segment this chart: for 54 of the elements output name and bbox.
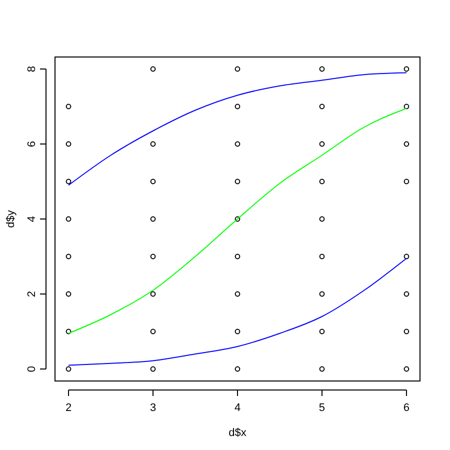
point [66,178,72,184]
point [234,291,240,297]
point [404,254,410,260]
point [234,366,240,372]
x-tick-label: 5 [318,402,326,414]
x-tick-label: 3 [150,402,156,414]
point [150,141,156,147]
point [319,328,325,334]
point [66,254,72,260]
x-tick-label: 4 [234,402,241,414]
point [150,66,156,72]
point [404,291,410,297]
point [150,328,156,334]
point [66,104,72,110]
point [404,366,410,372]
point [234,141,240,147]
x-tick-label: 6 [403,402,410,414]
point [234,328,240,334]
point [234,254,240,260]
point [234,66,240,72]
point [319,254,325,260]
y-tick-label: 2 [26,290,38,298]
x-axis-title: d$x [228,427,247,439]
point [319,104,325,110]
point [66,291,72,297]
y-tick-label: 0 [26,366,38,372]
point [234,216,240,222]
point [319,216,325,222]
point [150,178,156,184]
y-axis-title: d$y [5,210,17,228]
point [319,141,325,147]
y-tick-label: 4 [26,216,38,222]
point [234,104,240,110]
point [404,141,410,147]
point [319,178,325,184]
x-tick-label: 2 [65,402,72,414]
point [66,216,72,222]
point [66,366,72,372]
point [404,328,410,334]
point [234,178,240,184]
point [150,366,156,372]
point [150,216,156,222]
point [319,291,325,297]
point [404,178,410,184]
point [66,141,72,147]
point [150,291,156,297]
point [66,328,72,334]
point [404,66,410,72]
point [319,66,325,72]
y-tick-label: 8 [26,66,38,72]
point [404,104,410,110]
point [150,254,156,260]
point [319,366,325,372]
y-tick-label: 6 [26,140,38,148]
